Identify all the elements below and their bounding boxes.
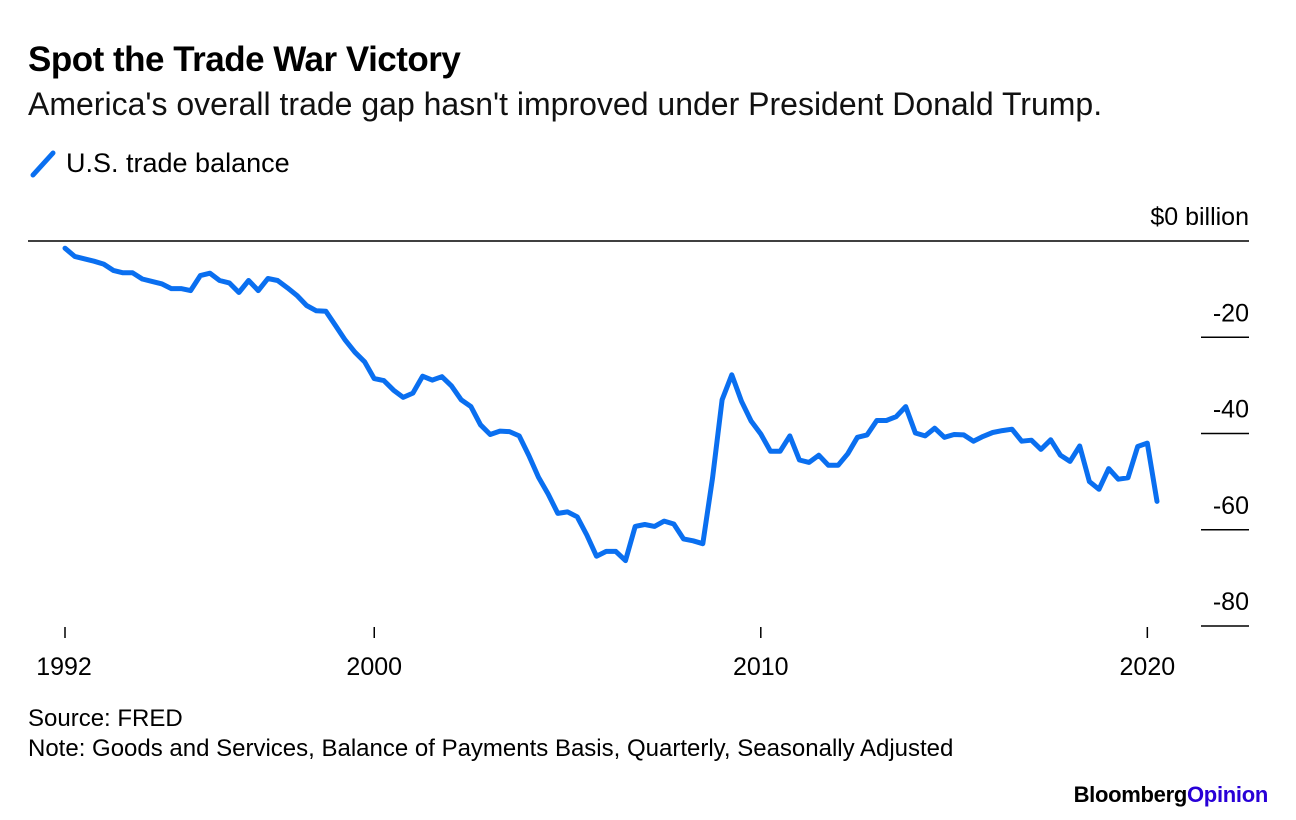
chart-subtitle: America's overall trade gap hasn't impro… xyxy=(28,86,1103,122)
y-tick-label: -20 xyxy=(1213,299,1249,327)
source-note: Source: FRED xyxy=(28,705,183,732)
x-tick-label: 2000 xyxy=(346,653,402,681)
footnote: Note: Goods and Services, Balance of Pay… xyxy=(28,735,954,762)
series-line-trade-balance xyxy=(62,245,1160,564)
line-chart: $0 billion -20 -40 -60 -80 1992 2000 2010 2020 xyxy=(28,203,1249,681)
x-tick-label: 2020 xyxy=(1120,653,1176,681)
legend-label: U.S. trade balance xyxy=(66,148,290,178)
y-tick-label: $0 billion xyxy=(1150,203,1249,231)
legend-line-icon xyxy=(30,150,56,177)
legend: U.S. trade balance xyxy=(30,148,290,179)
bloomberg-opinion-logo: BloombergOpinion xyxy=(1073,782,1269,808)
brand-bloomberg: Bloomberg xyxy=(1073,782,1188,807)
x-tick-label: 1992 xyxy=(36,653,92,681)
y-tick-label: -40 xyxy=(1213,396,1249,424)
chart-title: Spot the Trade War Victory xyxy=(28,40,461,79)
y-tick-label: -80 xyxy=(1213,588,1249,616)
brand-opinion: Opinion xyxy=(1187,782,1268,807)
y-tick-label: -60 xyxy=(1213,492,1249,520)
x-tick-label: 2010 xyxy=(733,653,789,681)
